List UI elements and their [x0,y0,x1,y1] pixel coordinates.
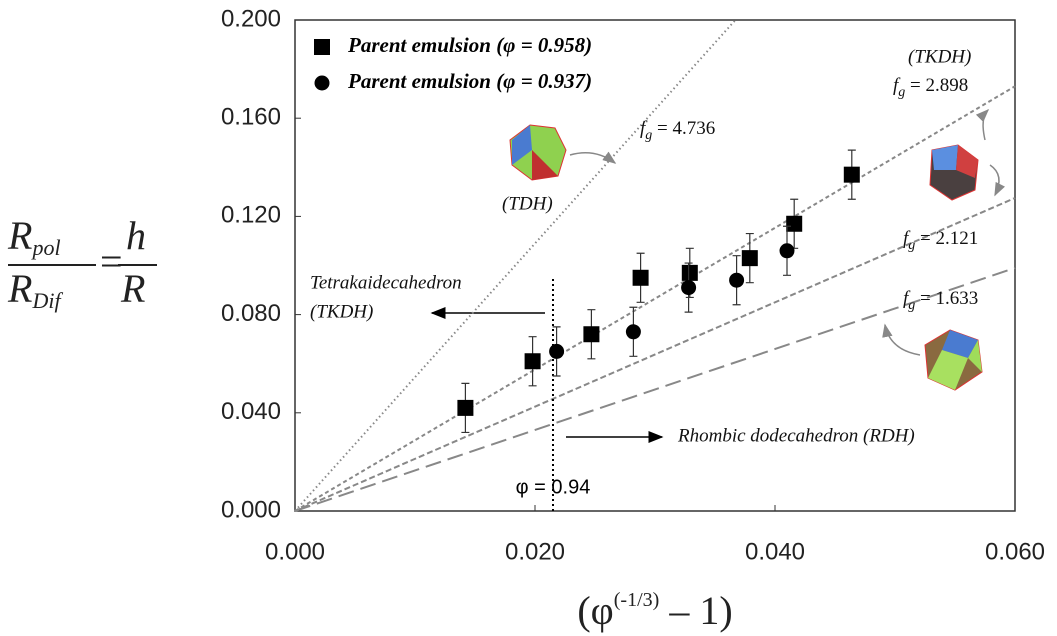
legend-label: Parent emulsion (φ = 0.937) [347,69,592,93]
label-part: g [898,85,905,100]
label-part: g [645,128,652,143]
y-tick-label: 0.120 [221,202,281,229]
x-label-part: (φ [577,588,613,633]
x-label-part: (-1/3) [614,589,660,611]
annotation: (TKDH) [908,46,971,67]
data-point [632,269,649,286]
y-tick-label: 0.160 [221,104,281,131]
annotation: Rhombic dodecahedron (RDH) [677,425,915,446]
model-line [294,197,1016,512]
plot-frame [294,19,1016,512]
model-line-label: fg = 2.898 [893,75,968,100]
polyhedron-icon [929,108,1006,201]
polyhedron-icon [882,323,983,391]
y-label-part: R [7,266,32,311]
y-label-part: = [100,239,123,284]
legend-marker [314,75,330,91]
label-part: f [893,75,901,96]
x-tick-label: 0.060 [985,538,1045,565]
data-point [729,272,745,288]
data-point [549,343,565,359]
data-point [625,324,641,340]
x-tick-label: 0.020 [505,538,565,565]
data-point [779,243,795,259]
model-line [294,267,1016,512]
y-tick-label: 0.080 [221,300,281,327]
y-label-part: Dif [31,288,63,313]
data-point [843,166,860,183]
label-part: = 4.736 [652,118,715,139]
polyhedron-icon [509,124,617,181]
data-point [457,399,474,416]
y-tick-label: 0.200 [221,5,281,32]
annotation: (TKDH) [310,301,373,322]
x-label-part: – 1) [659,588,732,633]
label-part: f [903,228,911,249]
reference-label: φ = 0.94 [516,476,591,498]
model-line-label: fg = 4.736 [640,118,715,143]
label-part: = 2.121 [915,228,978,249]
y-label-part: h [126,213,146,258]
label-part: f [640,118,648,139]
annotation: (TDH) [502,193,553,214]
x-axis-label: (φ(-1/3) – 1) [577,588,732,633]
y-axis-label: Rpol RDif = h R [7,213,157,313]
data-point [741,250,758,267]
label-part: g [908,298,915,313]
x-tick-label: 0.040 [745,538,805,565]
y-label-part: Rpol [7,213,61,260]
annotation: Tetrakaidecahedron [310,272,462,293]
y-label-part: R [7,213,32,258]
y-label-part: pol [30,235,60,260]
legend-label: Parent emulsion (φ = 0.958) [347,33,592,57]
legend-marker [314,39,330,55]
data-point [583,326,600,343]
label-part: = 1.633 [915,288,978,309]
model-line-label: fg = 2.121 [903,228,978,253]
y-tick-label: 0.040 [221,398,281,425]
model-line [294,19,737,512]
model-line [294,85,1016,512]
data-point [786,215,803,232]
data-point [681,280,697,296]
x-tick-label: 0.000 [265,538,325,565]
model-line-label: fg = 1.633 [903,288,978,313]
label-part: g [908,238,915,253]
y-tick-label: 0.000 [221,496,281,523]
label-part: = 2.898 [905,75,968,96]
label-part: f [903,288,911,309]
y-label-part: RDif [7,266,63,313]
data-point [681,264,698,281]
data-point [524,353,541,370]
y-label-part: R [120,266,145,311]
